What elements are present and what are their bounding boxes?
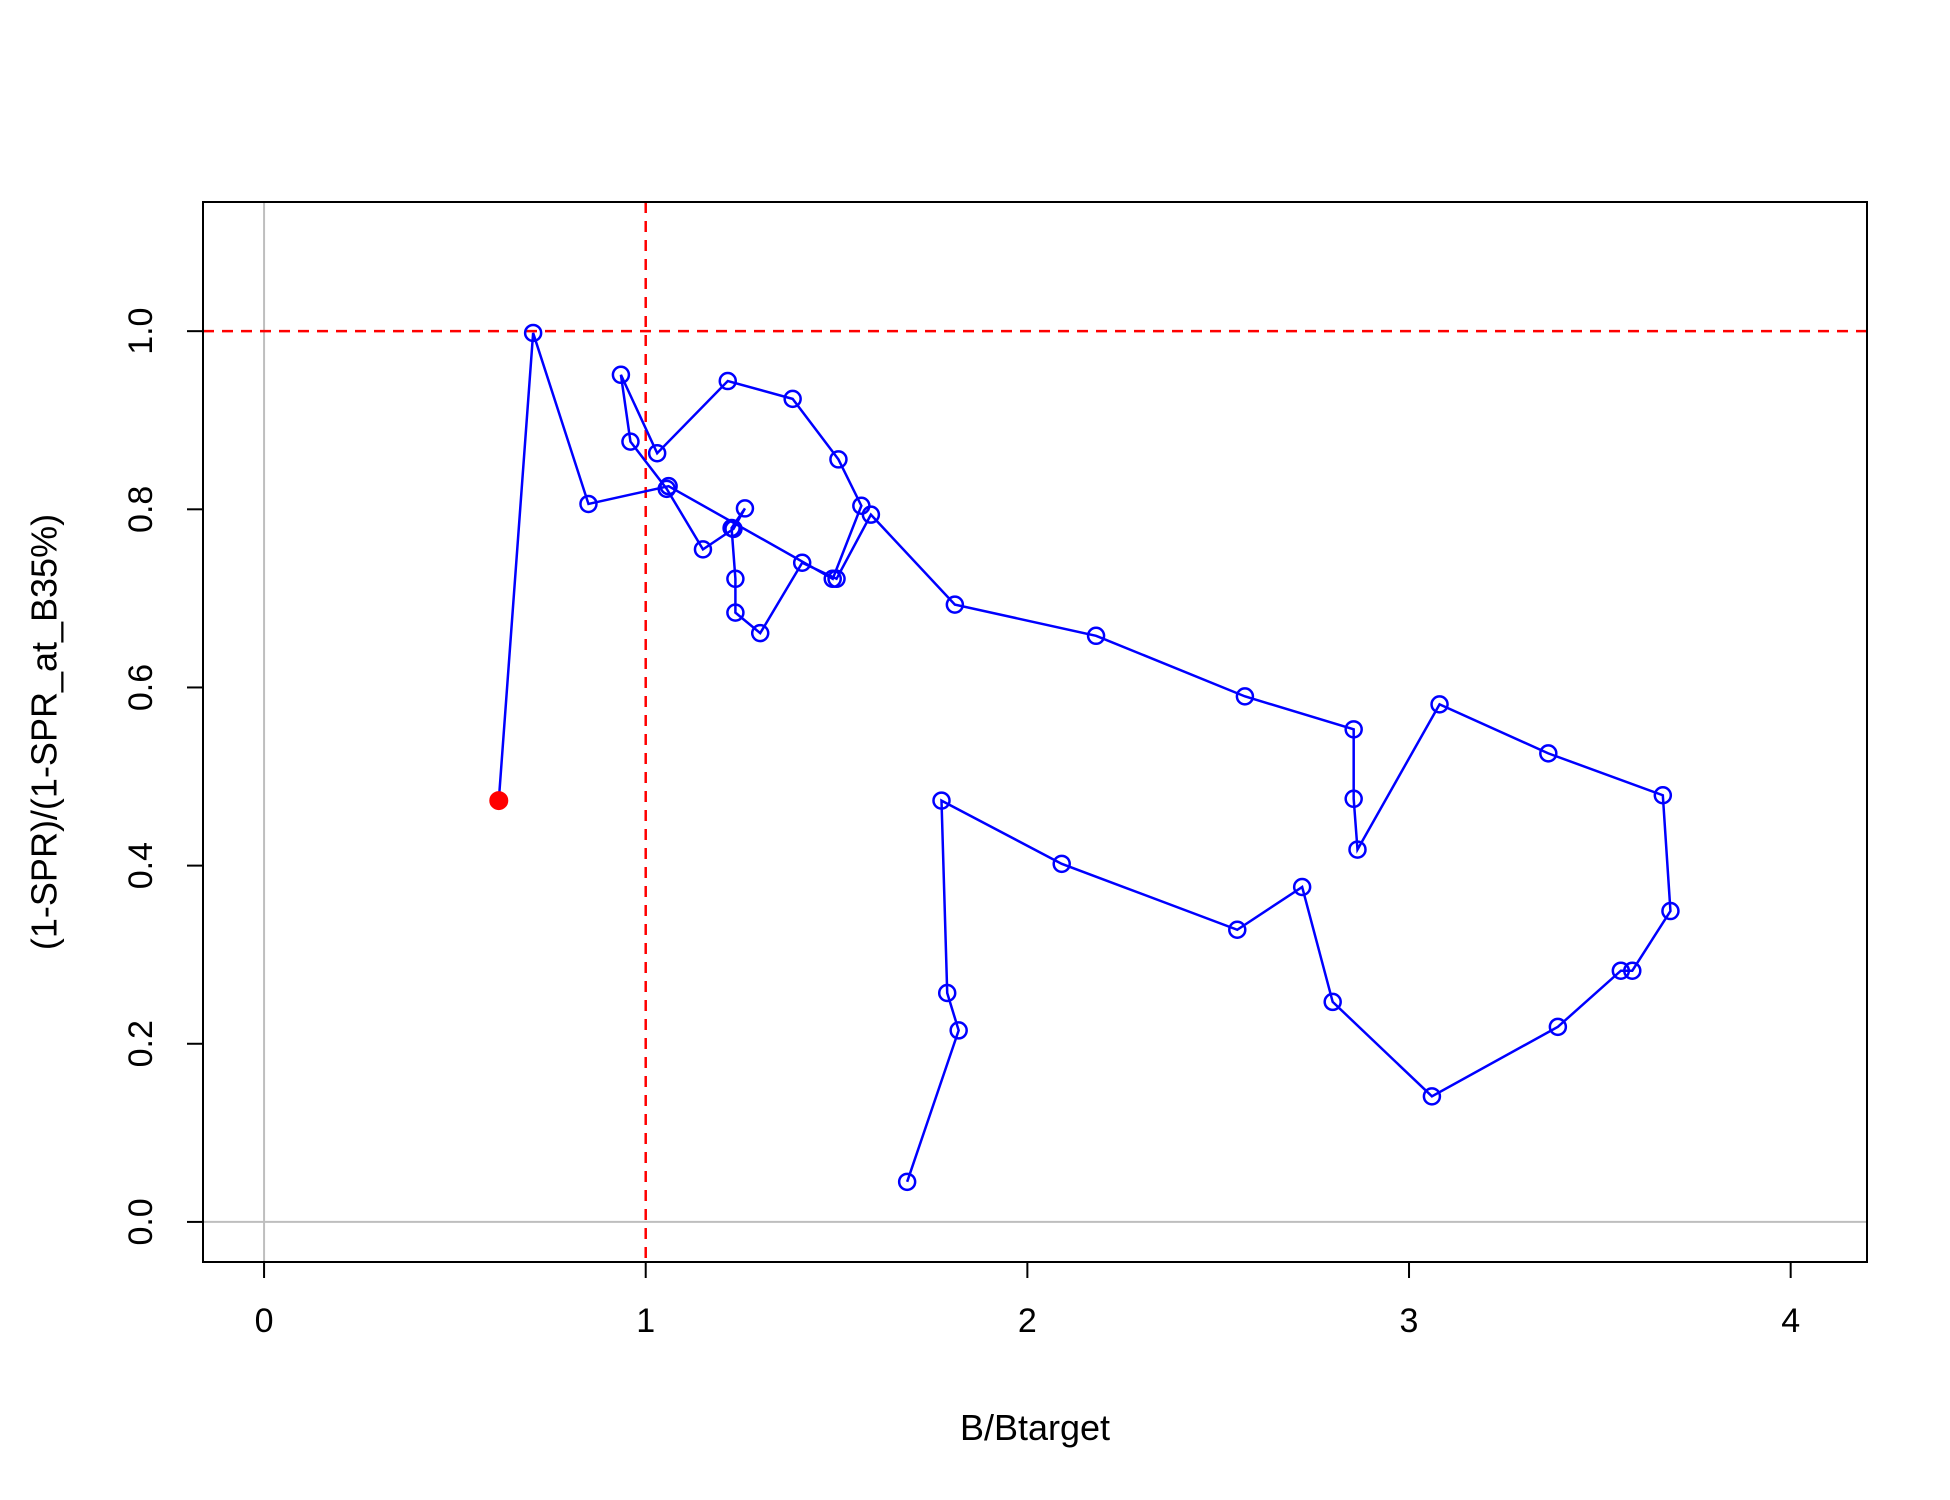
zero-reference-lines: [203, 202, 1867, 1262]
trajectory-point: [579, 494, 598, 514]
trajectory-point: [647, 443, 667, 463]
trajectory-point: [852, 496, 871, 515]
y-tick-label: 0.4: [122, 842, 160, 889]
trajectory-point: [783, 389, 802, 409]
y-axis-title: (1-SPR)/(1-SPR_at_B35%): [24, 514, 65, 950]
plot-frame: [202, 201, 1868, 1263]
x-axis-title: B/Btarget: [960, 1407, 1110, 1448]
trajectory-point: [523, 323, 543, 343]
trajectory-point: [659, 476, 678, 496]
trajectory-point: [1323, 992, 1342, 1012]
y-tick-label: 0.8: [122, 486, 160, 533]
y-tick-label: 0.2: [122, 1020, 160, 1067]
target-reference-lines: [203, 202, 1867, 1262]
trajectory-series: [489, 323, 1680, 1192]
trajectory-point: [1344, 720, 1363, 739]
trajectory-point: [1344, 789, 1363, 809]
trajectory-point: [657, 479, 676, 499]
x-tick-label: 1: [636, 1302, 655, 1340]
trajectory-point: [1052, 854, 1071, 874]
trajectory-point: [1086, 626, 1106, 646]
trajectory-point: [621, 432, 640, 451]
trajectory-point: [718, 371, 738, 391]
y-tick-label: 0.0: [122, 1198, 160, 1245]
trajectory-point: [1228, 920, 1247, 939]
trajectory-point: [693, 540, 713, 559]
trajectory-point: [1661, 901, 1680, 921]
trajectory-point: [726, 603, 745, 622]
y-tick-label: 1.0: [122, 308, 160, 355]
trajectory-line: [497, 332, 1672, 1183]
trajectory-point: [937, 983, 957, 1003]
trajectory-point: [897, 1172, 917, 1192]
trajectory-point: [1422, 1087, 1442, 1106]
trajectory-point: [949, 1021, 968, 1040]
trajectory-point: [1430, 695, 1449, 714]
trajectory-point: [823, 569, 842, 589]
x-axis: 0 1 2 3 4: [255, 1262, 1800, 1340]
y-tick-label: 0.6: [122, 664, 160, 711]
trajectory-point: [1292, 877, 1312, 897]
trajectory-point: [1548, 1017, 1568, 1037]
trajectory-point: [1623, 961, 1642, 980]
x-tick-label: 4: [1781, 1302, 1800, 1340]
x-tick-label: 0: [255, 1302, 274, 1340]
trajectory-point: [829, 450, 848, 469]
x-tick-label: 3: [1400, 1302, 1419, 1340]
trajectory-point: [1348, 840, 1367, 859]
trajectory-point: [750, 623, 770, 643]
x-tick-label: 2: [1018, 1302, 1037, 1340]
trajectory-point: [611, 365, 631, 385]
trajectory-point: [1611, 961, 1631, 980]
trajectory-point: [1235, 687, 1255, 706]
trajectory-point: [724, 519, 743, 539]
y-axis: 0.0 0.2 0.4 0.6 0.8 1.0: [122, 308, 203, 1246]
trajectory-point: [932, 791, 951, 810]
final-year-point: [489, 791, 509, 811]
trajectory-point: [1653, 785, 1673, 805]
trajectory-point: [735, 499, 755, 518]
trajectory-point: [945, 595, 965, 614]
trajectory-point: [726, 569, 745, 589]
trajectory-point: [792, 553, 812, 573]
trajectory-point: [1539, 744, 1558, 763]
